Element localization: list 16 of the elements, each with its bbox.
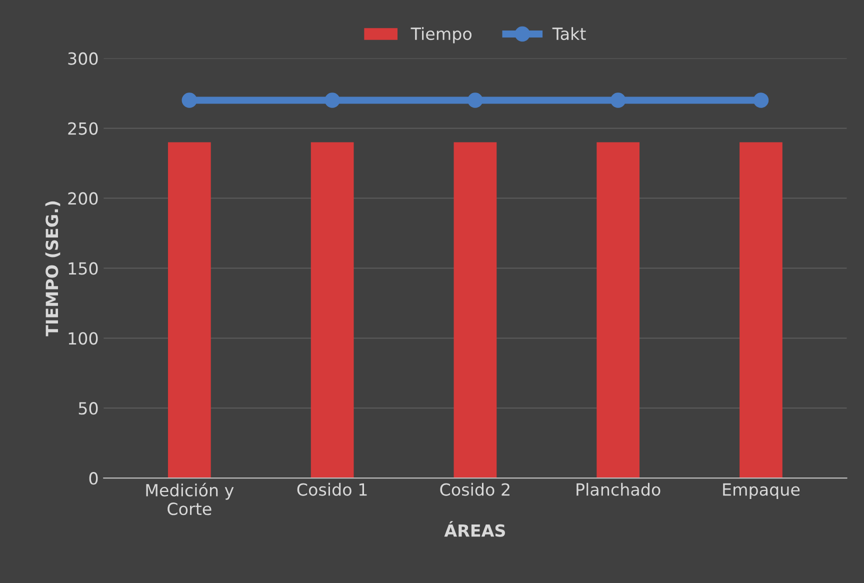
x-tick-label: Empaque	[723, 483, 800, 500]
y-tick-label: 100	[68, 332, 98, 345]
x-tick-label: Medición y Corte	[146, 482, 234, 516]
legend-label: Takt	[552, 27, 586, 40]
y-tick-label: 250	[68, 122, 98, 135]
y-axis-title: TIEMPO (SEG.)	[45, 201, 60, 336]
y-tick-label: 50	[78, 402, 98, 415]
x-tick-label: Cosido 1	[297, 482, 367, 496]
y-tick-label: 0	[89, 472, 98, 485]
y-tick-label: 300	[68, 52, 98, 65]
x-tick-label: Planchado	[576, 482, 660, 496]
x-tick-label: Cosido 2	[440, 482, 510, 496]
legend-label: Tiempo	[410, 27, 472, 44]
y-tick-label: 150	[68, 262, 98, 275]
x-axis-title: ÁREAS	[444, 521, 505, 537]
y-tick-label: 200	[68, 192, 98, 205]
